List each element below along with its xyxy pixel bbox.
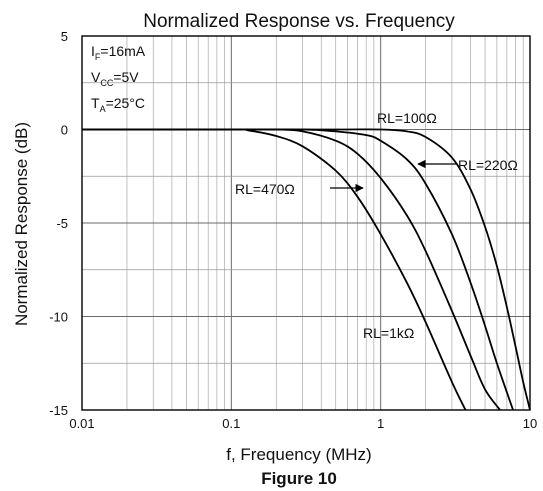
- annotation-label: RL=470Ω: [235, 181, 295, 197]
- x-tick-label: 10: [523, 416, 537, 431]
- annotation-label: RL=220Ω: [458, 157, 518, 173]
- chart-title: Normalized Response vs. Frequency: [143, 11, 455, 32]
- figure-caption: Figure 10: [261, 469, 337, 488]
- condition-text: IF=16mA: [91, 43, 146, 62]
- y-tick-label: 5: [61, 29, 68, 44]
- x-axis-label: f, Frequency (MHz): [226, 445, 371, 464]
- condition-text: VCC=5V: [91, 69, 139, 88]
- annotations: RL=100Ω RL=220Ω RL=470Ω RL=1kΩ: [235, 110, 518, 341]
- x-tick-labels: 0.01 0.1 1 10: [69, 416, 537, 431]
- plot-area: [81, 35, 531, 411]
- annotation-label: RL=100Ω: [377, 110, 437, 126]
- x-tick-label: 1: [377, 416, 384, 431]
- y-axis-label: Normalized Response (dB): [12, 122, 31, 326]
- x-tick-label: 0.1: [222, 416, 240, 431]
- y-tick-label: -5: [56, 216, 68, 231]
- x-tick-label: 0.01: [69, 416, 94, 431]
- y-tick-label: -15: [49, 403, 68, 418]
- grid: [82, 36, 530, 410]
- annotation-label: RL=1kΩ: [363, 325, 414, 341]
- conditions-block: IF=16mA VCC=5V TA=25°C: [91, 43, 146, 114]
- series-line-3: [82, 128, 501, 411]
- y-tick-labels: 5 0 -5 -10 -15: [49, 29, 68, 418]
- series-line-4: [81, 128, 467, 411]
- series-group: [81, 128, 531, 411]
- y-tick-label: 0: [61, 123, 68, 138]
- condition-text: TA=25°C: [91, 95, 145, 114]
- y-tick-label: -10: [49, 310, 68, 325]
